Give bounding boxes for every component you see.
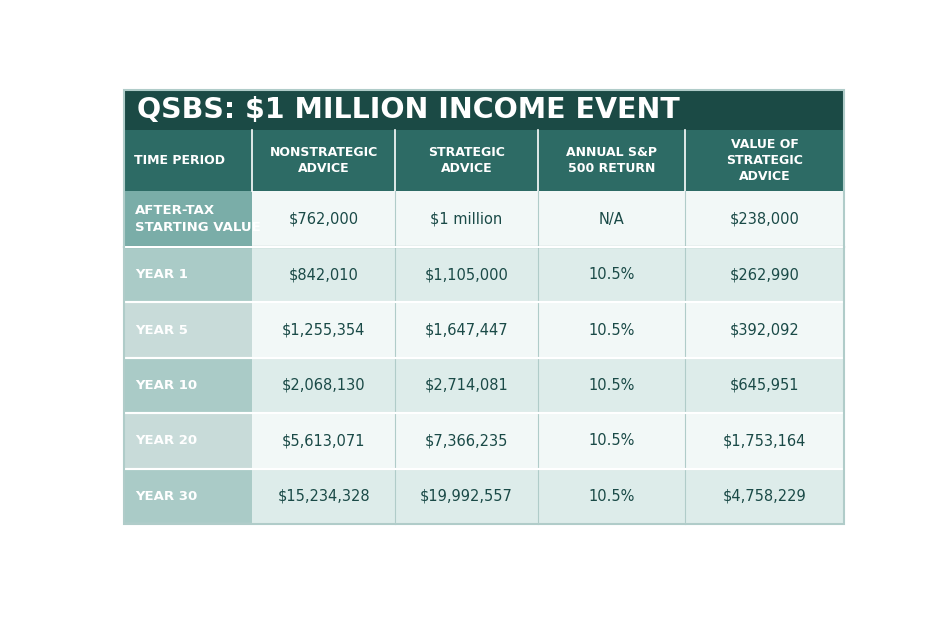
Text: N/A: N/A — [598, 211, 624, 227]
Text: $645,951: $645,951 — [729, 378, 799, 393]
Bar — [684, 469, 843, 524]
Text: $1 million: $1 million — [430, 211, 502, 227]
Bar — [252, 469, 395, 524]
Bar — [125, 130, 252, 192]
Bar — [395, 303, 537, 358]
Text: YEAR 5: YEAR 5 — [135, 324, 188, 337]
Bar — [684, 358, 843, 413]
Text: YEAR 10: YEAR 10 — [135, 379, 197, 392]
Bar — [395, 358, 537, 413]
Text: 10.5%: 10.5% — [587, 322, 634, 337]
Text: 10.5%: 10.5% — [587, 378, 634, 393]
Text: 10.5%: 10.5% — [587, 489, 634, 504]
Bar — [537, 192, 684, 247]
Text: $7,366,235: $7,366,235 — [424, 433, 508, 448]
Bar — [684, 130, 843, 192]
Bar — [395, 413, 537, 469]
Text: $762,000: $762,000 — [288, 211, 359, 227]
Text: $392,092: $392,092 — [729, 322, 799, 337]
Bar — [252, 247, 395, 303]
Bar — [684, 303, 843, 358]
Text: $15,234,328: $15,234,328 — [278, 489, 370, 504]
Text: VALUE OF
STRATEGIC
ADVICE: VALUE OF STRATEGIC ADVICE — [726, 138, 802, 183]
Bar — [125, 192, 252, 247]
Bar — [252, 192, 395, 247]
Bar — [537, 413, 684, 469]
Text: YEAR 20: YEAR 20 — [135, 435, 197, 448]
Bar — [537, 469, 684, 524]
Text: $1,753,164: $1,753,164 — [722, 433, 805, 448]
Bar — [125, 413, 252, 469]
Text: $5,613,071: $5,613,071 — [281, 433, 365, 448]
Text: TIME PERIOD: TIME PERIOD — [133, 154, 225, 167]
Bar — [537, 247, 684, 303]
Bar — [537, 130, 684, 192]
Text: ANNUAL S&P
500 RETURN: ANNUAL S&P 500 RETURN — [565, 146, 656, 175]
Text: 10.5%: 10.5% — [587, 433, 634, 448]
Bar — [252, 130, 395, 192]
Text: NONSTRATEGIC
ADVICE: NONSTRATEGIC ADVICE — [269, 146, 378, 175]
Bar — [125, 469, 252, 524]
Bar — [684, 192, 843, 247]
Bar — [537, 303, 684, 358]
Bar — [125, 247, 252, 303]
Bar — [395, 247, 537, 303]
Text: $262,990: $262,990 — [729, 267, 799, 282]
Text: $1,255,354: $1,255,354 — [281, 322, 365, 337]
Text: $842,010: $842,010 — [289, 267, 359, 282]
Bar — [125, 358, 252, 413]
Text: $238,000: $238,000 — [729, 211, 799, 227]
Bar — [252, 413, 395, 469]
Text: AFTER-TAX
STARTING VALUE: AFTER-TAX STARTING VALUE — [135, 205, 261, 234]
Text: $4,758,229: $4,758,229 — [722, 489, 806, 504]
Text: 10.5%: 10.5% — [587, 267, 634, 282]
Text: QSBS: $1 MILLION INCOME EVENT: QSBS: $1 MILLION INCOME EVENT — [137, 96, 679, 124]
Bar — [395, 469, 537, 524]
Bar — [125, 90, 843, 130]
Bar — [395, 130, 537, 192]
Text: $19,992,557: $19,992,557 — [419, 489, 513, 504]
Bar — [252, 358, 395, 413]
Text: $2,068,130: $2,068,130 — [281, 378, 365, 393]
Text: STRATEGIC
ADVICE: STRATEGIC ADVICE — [428, 146, 504, 175]
Bar — [252, 303, 395, 358]
Text: $1,647,447: $1,647,447 — [424, 322, 508, 337]
Bar — [684, 247, 843, 303]
Bar — [395, 192, 537, 247]
Text: YEAR 1: YEAR 1 — [135, 268, 188, 281]
Text: $2,714,081: $2,714,081 — [424, 378, 508, 393]
Bar — [125, 303, 252, 358]
Text: YEAR 30: YEAR 30 — [135, 490, 197, 503]
Text: $1,105,000: $1,105,000 — [424, 267, 508, 282]
Bar — [684, 413, 843, 469]
Bar — [537, 358, 684, 413]
